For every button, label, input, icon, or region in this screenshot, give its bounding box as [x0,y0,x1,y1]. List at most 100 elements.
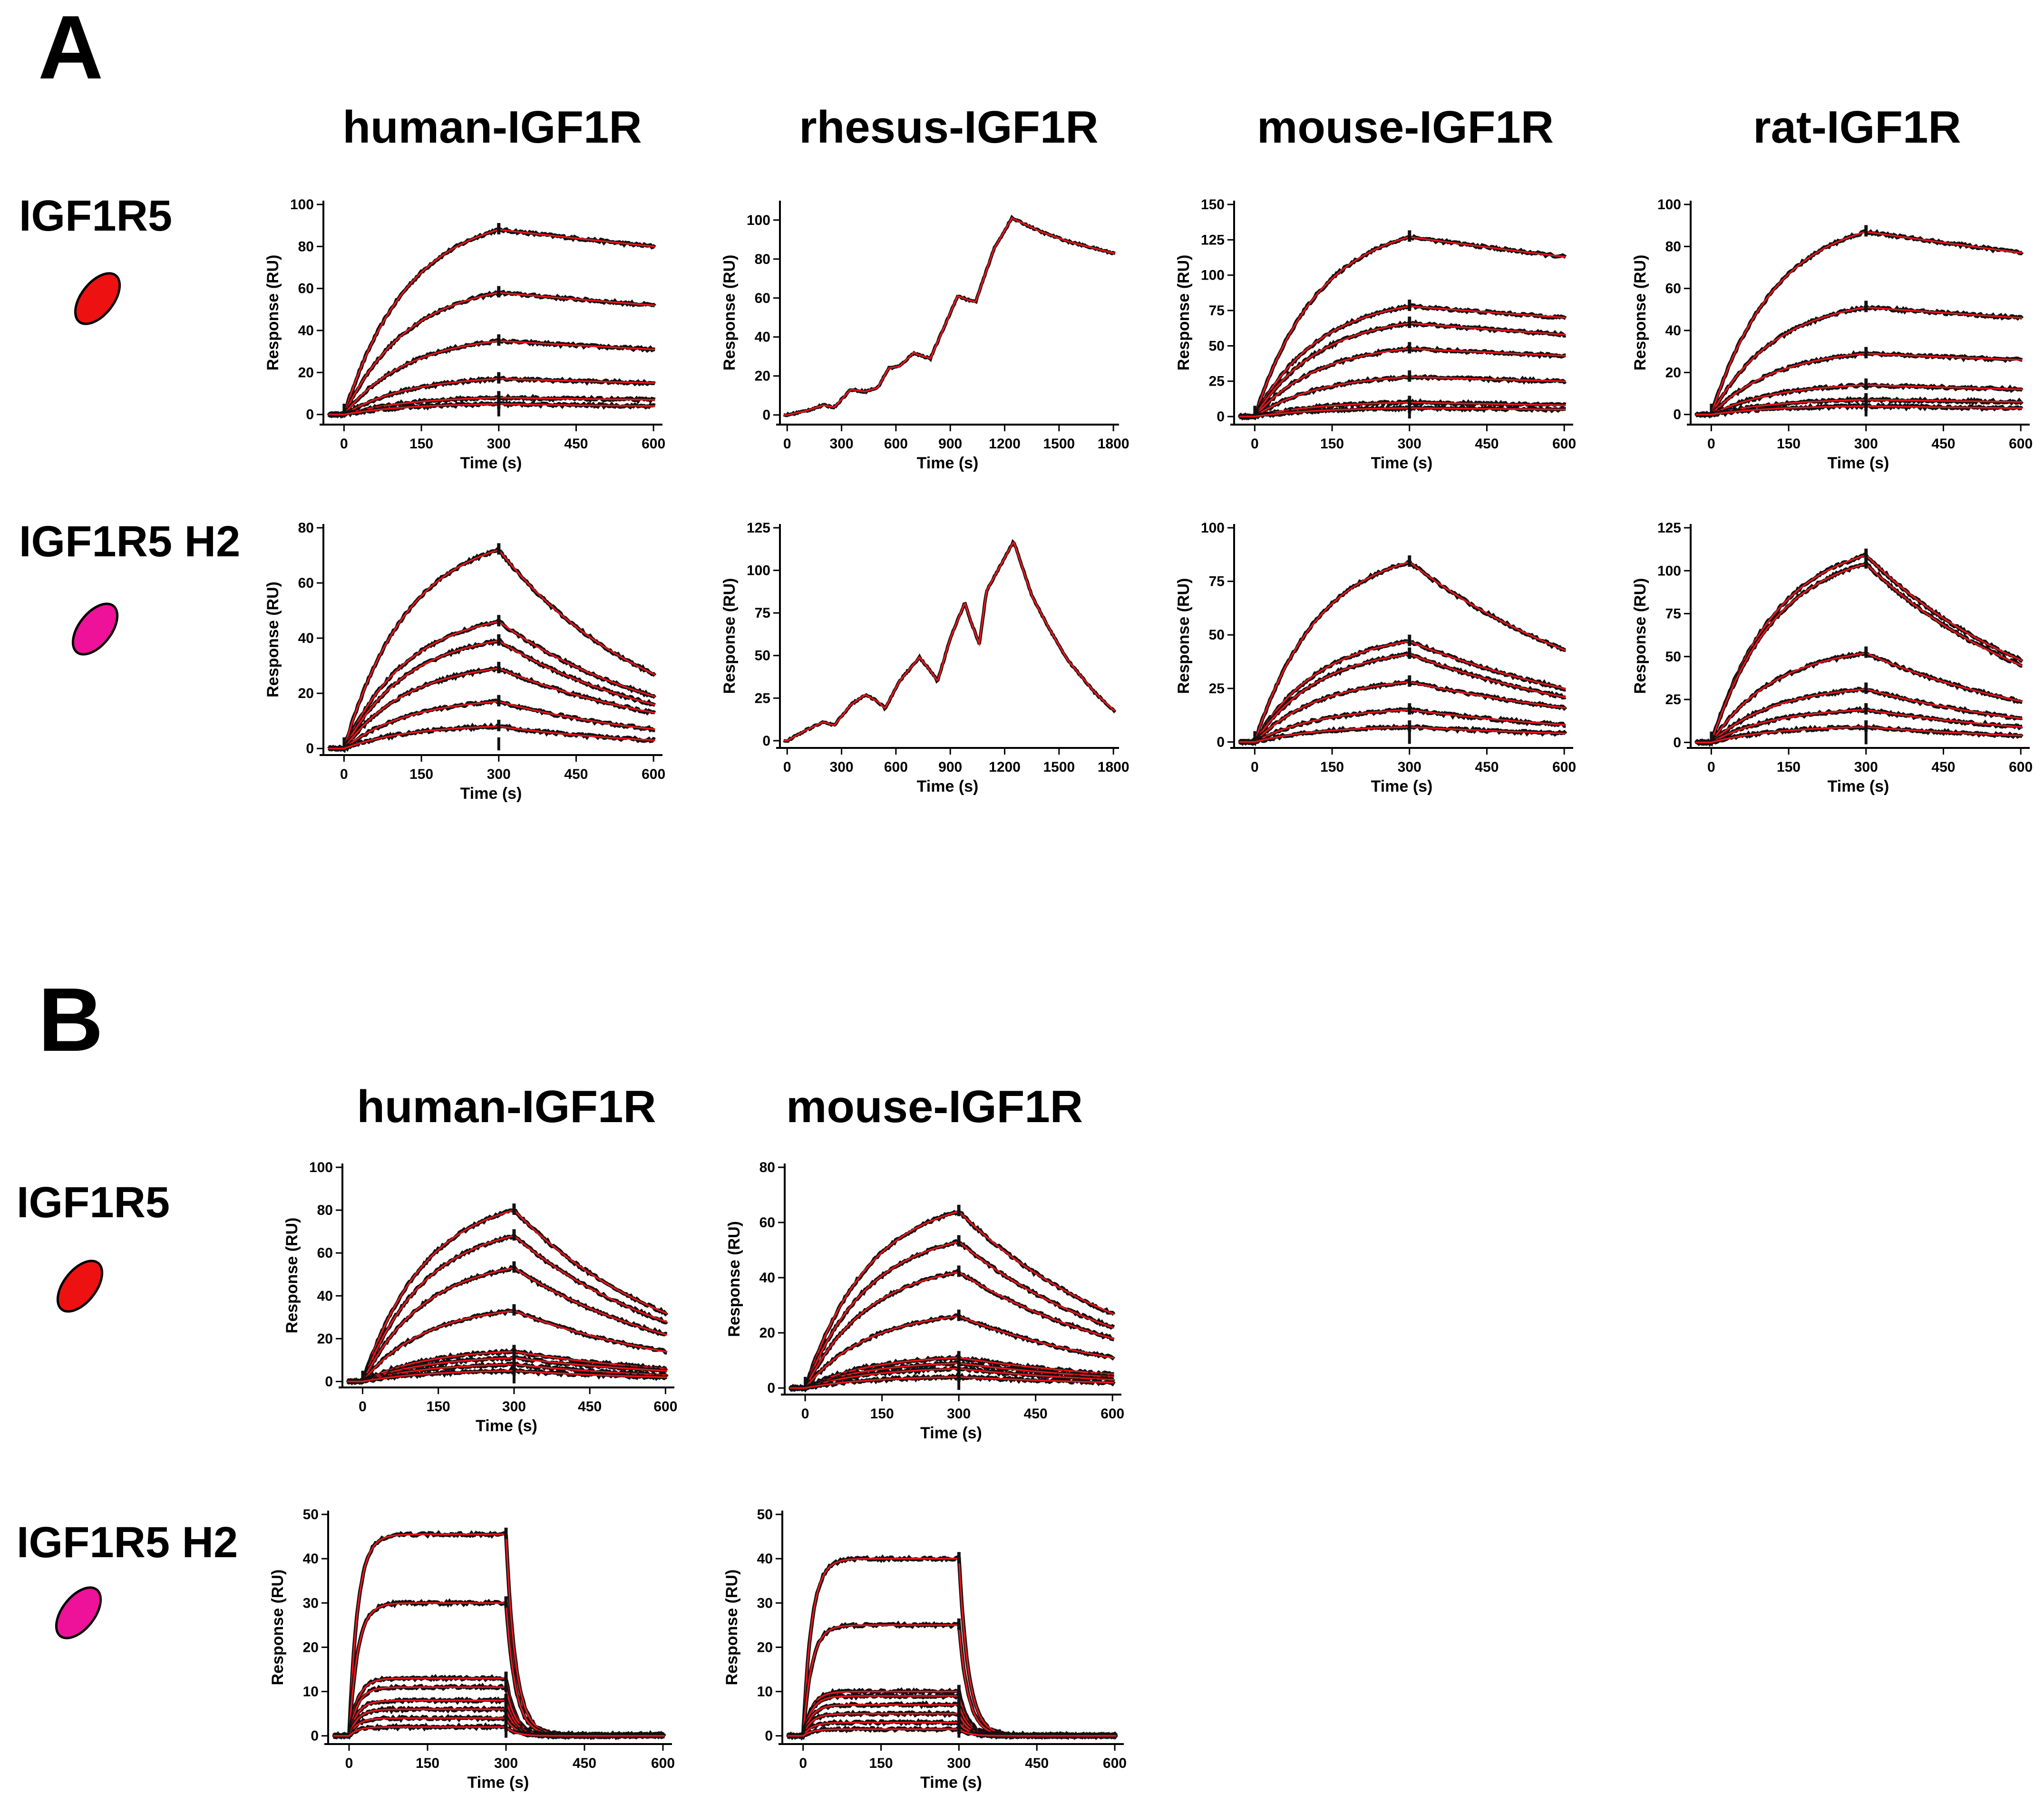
fit-curve-c5 [1239,376,1566,417]
fit-curve-c5 [1239,709,1566,743]
y-axis-label: Response (RU) [1631,578,1649,694]
y-tick-label: 80 [317,1202,333,1218]
x-tick-label: 450 [1475,759,1499,775]
fit-curve-c1 [328,549,656,749]
x-tick-label: 600 [1100,1406,1124,1422]
row-label-igf1r5-a: IGF1R5 [19,192,172,240]
column-title-rat: rat-IGF1R [1753,102,1961,153]
x-axis-label: Time (s) [1371,454,1433,472]
y-tick-label: 0 [765,1728,773,1744]
x-tick-label: 150 [869,1755,893,1771]
x-tick-label: 1200 [989,436,1021,452]
x-tick-label: 0 [1707,436,1715,452]
fit-curve-c6 [328,403,655,416]
x-tick-label: 600 [642,766,665,782]
x-axis-label: Time (s) [920,1774,982,1792]
y-axis-label: Response (RU) [1175,255,1193,371]
chart-B-H2-human: 0 10 20 30 40 50 0 150 300 450 600 Time (s) Response… [269,1507,675,1792]
data-trace-c1 [1695,553,2024,747]
x-tick-label: 450 [578,1399,602,1415]
fit-curve-c8 [333,1726,665,1737]
y-tick-label: 40 [755,330,770,345]
fit-curve-c2 [1695,562,2023,744]
x-tick-label: 450 [1931,436,1955,452]
y-tick-label: 20 [1665,365,1681,380]
y-tick-label: 20 [755,368,770,384]
x-tick-label: 0 [801,1406,809,1422]
y-tick-label: 75 [1209,574,1225,590]
y-axis-label: Response (RU) [283,1218,301,1334]
x-tick-label: 600 [2009,759,2033,775]
fit-curve-c4 [1239,681,1566,743]
x-axis-label: Time (s) [917,454,979,472]
fit-curve-c3 [328,340,655,416]
x-axis-label: Time (s) [467,1774,529,1792]
fit-curve-c2 [1695,306,2023,416]
x-tick-label: 300 [830,436,854,452]
y-tick-label: 40 [298,630,314,646]
fit-curve-c6 [328,726,655,749]
y-tick-label: 0 [1217,734,1225,750]
y-tick-label: 50 [755,648,770,664]
x-tick-label: 450 [1025,1755,1049,1771]
x-axis-label: Time (s) [917,777,979,795]
y-tick-label: 30 [757,1595,773,1611]
chart-A-IGF1R5-rhesus: 0 20 40 60 80 100 0 300 600 900 1200 1500 1800 Time (… [720,201,1129,472]
y-tick-label: 60 [1665,281,1681,297]
data-trace-c1 [327,226,656,418]
x-tick-label: 150 [870,1406,894,1422]
column-title-rhesus: rhesus-IGF1R [799,102,1098,153]
column-title-human: human-IGF1R [342,102,642,153]
fit-curve-c1 [347,1209,668,1383]
y-tick-label: 0 [767,1380,775,1396]
fit-curve-c4 [328,668,655,749]
y-tick-label: 20 [757,1639,773,1655]
fit-curve-c3 [1239,322,1566,417]
fit-curve-c6 [789,1362,1114,1389]
fit-curve-c6 [347,1357,667,1383]
y-tick-label: 50 [757,1507,773,1522]
x-tick-label: 0 [345,1755,353,1771]
chart-A-IGF1R5-mouse: 0 25 50 75 100 125 150 0 150 300 450 600 Time (s) Res… [1175,197,1576,472]
fit-curve-c1 [1695,554,2023,744]
data-trace-c1 [787,1554,1118,1741]
fit-curve-c4 [1695,688,2023,744]
fit-curve-c1 [789,1210,1115,1389]
y-axis-label: Response (RU) [720,578,739,694]
y-tick-label: 0 [762,407,770,423]
fit-curve-c3 [328,640,655,749]
x-tick-label: 900 [938,436,962,452]
x-tick-label: 0 [340,436,348,452]
panel-label-a: A [38,0,103,98]
y-tick-label: 40 [303,1551,319,1567]
fit-curve-c2 [789,1241,1115,1389]
fit-curve-c6 [1695,405,2023,416]
y-tick-label: 25 [1665,692,1681,708]
fit-curve-c1 [333,1533,665,1737]
fit-curve-c2 [328,620,655,749]
y-tick-label: 20 [298,365,314,380]
y-tick-label: 50 [1209,627,1225,643]
fit-curve-c7 [789,1367,1114,1389]
y-axis-label: Response (RU) [720,255,739,371]
x-tick-label: 450 [1931,759,1955,775]
y-tick-label: 80 [1665,239,1681,254]
y-tick-label: 100 [747,563,770,579]
y-tick-label: 150 [1201,197,1225,213]
chart-A-H2-rhesus: 0 25 50 75 100 125 0 300 600 900 1200 1500 1800 Time … [720,520,1129,795]
y-tick-label: 75 [1209,303,1225,319]
y-tick-label: 0 [306,407,314,423]
x-axis-label: Time (s) [460,454,522,472]
fit-curve [783,542,1115,742]
y-tick-label: 10 [303,1684,319,1700]
column-title-mouse-b: mouse-IGF1R [786,1081,1083,1132]
x-tick-label: 600 [642,436,665,452]
x-tick-label: 1500 [1043,436,1075,452]
data-trace-c1 [332,1530,666,1739]
fit-curve-c6 [1695,726,2023,744]
x-tick-label: 300 [1398,436,1421,452]
fit-curve-c4 [347,1310,667,1383]
chart-A-H2-mouse: 0 25 50 75 100 0 150 300 450 600 Time (s) Response … [1175,520,1576,795]
